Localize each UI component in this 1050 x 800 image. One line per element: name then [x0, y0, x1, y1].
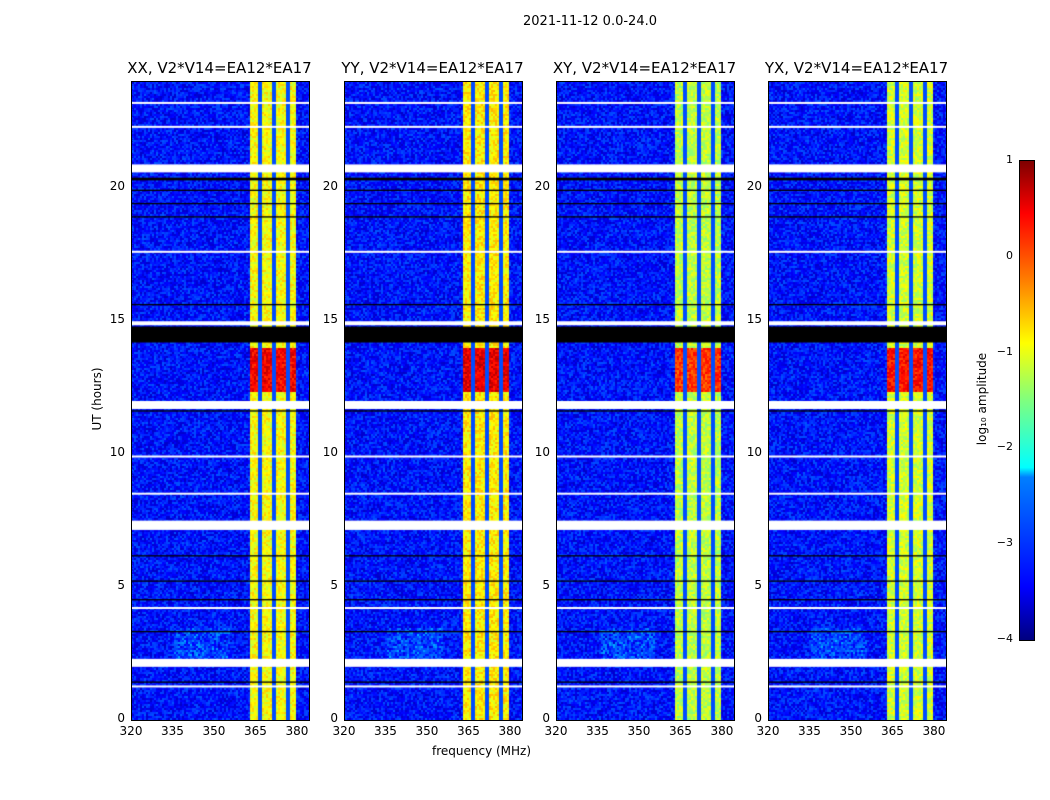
x-tick-label: 365	[457, 724, 480, 738]
spectrogram-heatmap	[344, 81, 523, 721]
x-tick-label: 350	[839, 724, 863, 738]
x-tick-label: 320	[119, 724, 143, 738]
x-tick-label: 335	[161, 724, 184, 738]
x-tick-label: 365	[244, 724, 267, 738]
colorbar-tick-label: −2	[996, 440, 1013, 454]
y-tick-label: 20	[109, 179, 125, 194]
x-tick-label: 380	[285, 724, 309, 738]
x-tick-label: 350	[415, 724, 439, 738]
spectrogram-heatmap	[556, 81, 735, 721]
panel-title: YY, V2*V14=EA12*EA17	[341, 59, 524, 77]
y-tick-label: 20	[746, 179, 762, 194]
colorbar	[1019, 160, 1035, 641]
x-tick-label: 335	[374, 724, 397, 738]
y-tick-label: 10	[322, 445, 338, 460]
colorbar-tick-label: −3	[996, 536, 1013, 550]
y-axis-label: UT (hours)	[90, 367, 104, 431]
y-tick-label: 0	[330, 711, 338, 725]
x-tick-label: 380	[498, 724, 522, 738]
y-tick-label: 0	[117, 711, 125, 725]
y-tick-label: 15	[109, 312, 125, 327]
y-tick-label: 15	[534, 312, 550, 327]
x-tick-label: 365	[881, 724, 904, 738]
figure-title: 2021-11-12 0.0-24.0	[523, 14, 657, 29]
y-tick-label: 5	[330, 578, 338, 593]
y-tick-label: 0	[754, 711, 762, 725]
x-tick-label: 335	[798, 724, 821, 738]
x-tick-label: 320	[544, 724, 568, 738]
x-tick-label: 320	[332, 724, 356, 738]
colorbar-tick-label: 0	[1006, 248, 1013, 262]
x-tick-label: 335	[586, 724, 609, 738]
y-tick-label: 10	[109, 445, 125, 460]
y-tick-label: 20	[534, 179, 550, 194]
y-tick-label: 10	[534, 445, 550, 460]
x-tick-label: 380	[922, 724, 946, 738]
y-tick-label: 0	[542, 711, 550, 725]
y-tick-label: 15	[746, 312, 762, 327]
y-tick-label: 5	[754, 578, 762, 593]
panel-title: XY, V2*V14=EA12*EA17	[552, 59, 737, 77]
x-axis-label: frequency (MHz)	[432, 744, 532, 758]
x-tick-label: 380	[710, 724, 734, 738]
y-tick-label: 5	[542, 578, 550, 593]
panel-title: YX, V2*V14=EA12*EA17	[764, 59, 949, 77]
y-tick-label: 5	[117, 578, 125, 593]
colorbar-tick-label: −1	[996, 344, 1013, 358]
y-tick-label: 20	[322, 179, 338, 194]
y-tick-label: 15	[322, 312, 338, 327]
colorbar-tick-label: 1	[1006, 153, 1013, 166]
y-tick-label: 10	[746, 445, 762, 460]
spectrogram-heatmap	[131, 81, 310, 721]
spectrogram-heatmap	[768, 81, 947, 721]
x-tick-label: 365	[669, 724, 692, 738]
x-tick-label: 350	[202, 724, 226, 738]
panel-title: XX, V2*V14=EA12*EA17	[127, 59, 312, 77]
colorbar-tick-label: −4	[996, 632, 1013, 645]
x-tick-label: 350	[627, 724, 651, 738]
x-tick-label: 320	[756, 724, 780, 738]
